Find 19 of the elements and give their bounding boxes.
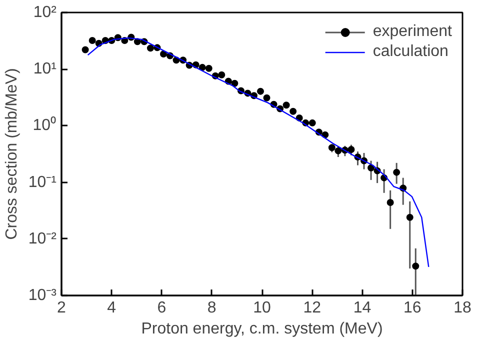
legend-label: calculation: [372, 43, 448, 61]
x-tick-label: 18: [454, 300, 472, 316]
x-tick-label: 14: [353, 300, 372, 316]
y-tick-label: 10²: [33, 4, 58, 21]
y-tick-label: 10⁻²: [28, 230, 58, 248]
y-tick-label: 10⁰: [32, 116, 56, 134]
x-tick-label: 10: [253, 300, 271, 316]
y-tick-label: 10¹: [33, 60, 56, 78]
x-tick-label: 12: [303, 300, 322, 316]
x-tick-label: 8: [207, 300, 216, 316]
y-tick-label: 10⁻³: [28, 287, 58, 304]
x-axis-title: Proton energy, c.m. system (MeV): [141, 320, 383, 338]
legend-label: experiment: [372, 23, 452, 41]
x-tick-label: 16: [403, 300, 422, 316]
y-axis-title: Cross section (mb/MeV): [3, 68, 20, 240]
x-tick-label: 4: [107, 300, 116, 316]
x-tick-label: 2: [57, 300, 66, 316]
x-tick-label: 6: [157, 300, 166, 316]
y-tick-label: 10⁻¹: [28, 174, 56, 191]
